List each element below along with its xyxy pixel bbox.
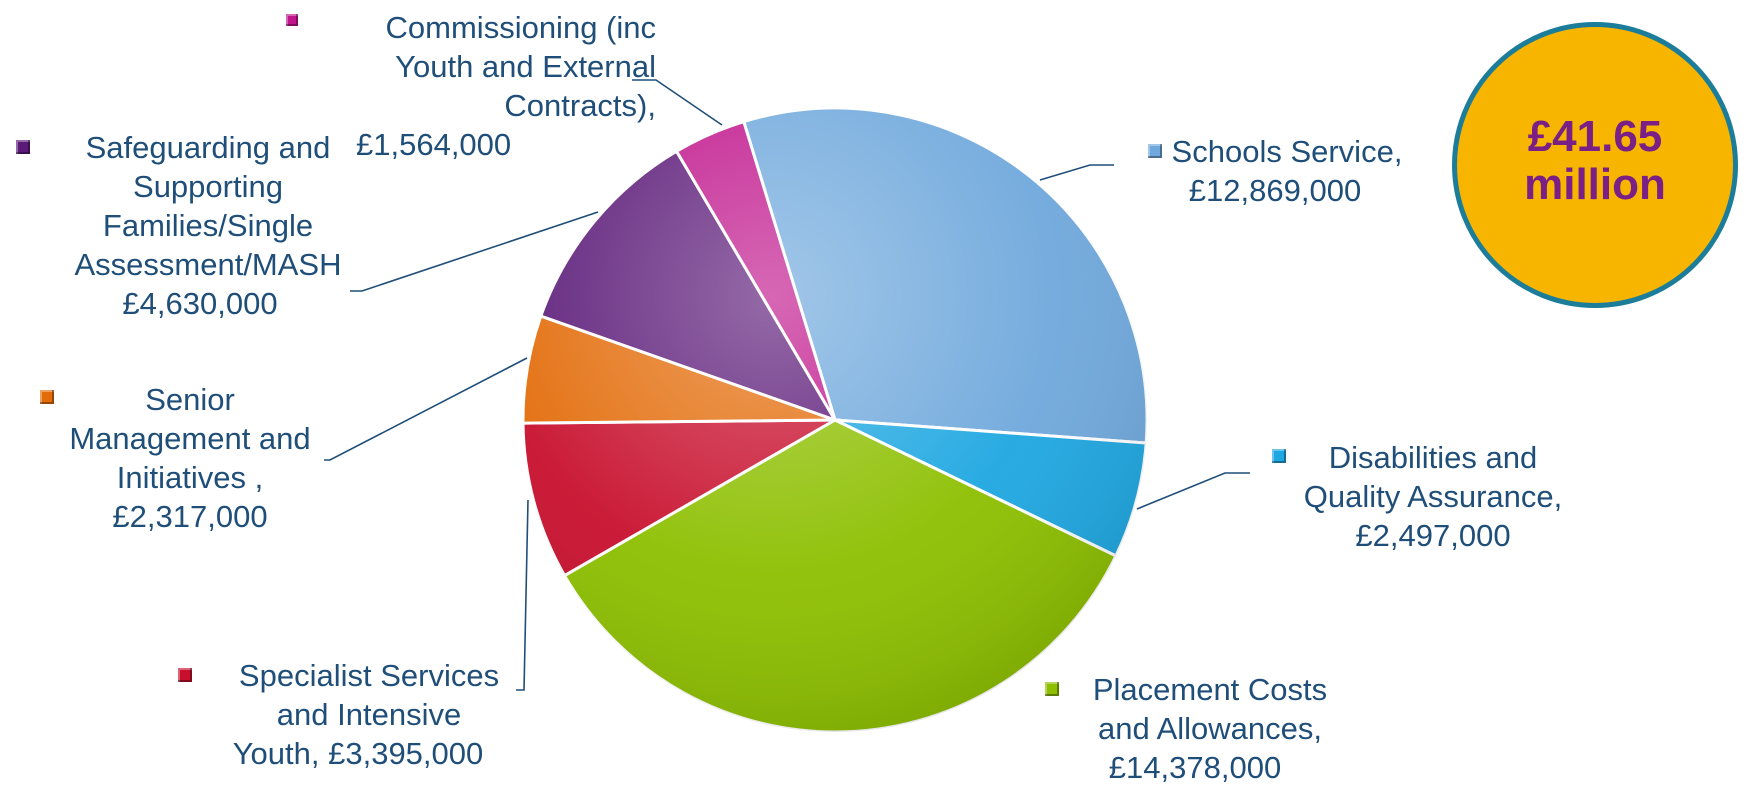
slice-label: Senior Management and Initiatives , bbox=[69, 382, 311, 495]
slice-value: £2,497,000 bbox=[1355, 518, 1511, 553]
data-label-specialist-services: Specialist Services and Intensive Youth,… bbox=[178, 656, 538, 773]
data-label-schools-service: Schools Service, £12,869,000 bbox=[1110, 132, 1440, 210]
legend-swatch-safeguarding bbox=[16, 140, 30, 154]
slice-label: Placement Costs and Allowances, bbox=[1092, 672, 1328, 746]
legend-swatch-placement bbox=[1045, 682, 1059, 696]
total-badge: £41.65 million bbox=[1452, 22, 1738, 308]
slice-label: Safeguarding and Supporting Families/Sin… bbox=[74, 130, 342, 282]
leader-line-safeguarding bbox=[350, 211, 599, 292]
data-label-senior-management: Senior Management and Initiatives , £2,3… bbox=[40, 380, 340, 536]
legend-swatch-specialist bbox=[178, 668, 192, 682]
slice-value: £1,564,000 bbox=[356, 127, 512, 162]
legend-swatch-commissioning bbox=[286, 14, 298, 26]
data-label-safeguarding: Safeguarding and Supporting Families/Sin… bbox=[10, 128, 390, 323]
slice-value: Youth, £3,395,000 bbox=[232, 736, 484, 771]
slice-label: Disabilities and Quality Assurance, bbox=[1303, 440, 1563, 514]
leader-line-senior bbox=[324, 357, 528, 461]
slice-label: Specialist Services and Intensive bbox=[238, 658, 500, 732]
leader-line-commissioning bbox=[632, 79, 723, 126]
leader-line-disabilities bbox=[1136, 472, 1250, 510]
data-label-commissioning: Commissioning (inc Youth and External Co… bbox=[286, 8, 656, 164]
slice-value: £14,378,000 bbox=[1108, 750, 1282, 785]
slice-value: £12,869,000 bbox=[1188, 173, 1362, 208]
slice-value: £4,630,000 bbox=[122, 286, 278, 321]
data-label-placement-costs: Placement Costs and Allowances, £14,378,… bbox=[1035, 670, 1355, 787]
legend-swatch-schools bbox=[1147, 144, 1162, 158]
legend-swatch-disabilities bbox=[1272, 449, 1286, 463]
slice-value: £2,317,000 bbox=[112, 499, 268, 534]
slice-label: Commissioning (inc Youth and External Co… bbox=[385, 10, 656, 123]
leader-line-specialist bbox=[516, 499, 529, 691]
total-badge-text: £41.65 million bbox=[1524, 112, 1666, 209]
legend-swatch-senior bbox=[40, 390, 54, 404]
data-label-disabilities: Disabilities and Quality Assurance, £2,4… bbox=[1268, 438, 1598, 555]
slice-label: Schools Service, bbox=[1171, 134, 1403, 169]
leader-line-schools bbox=[1039, 164, 1114, 181]
